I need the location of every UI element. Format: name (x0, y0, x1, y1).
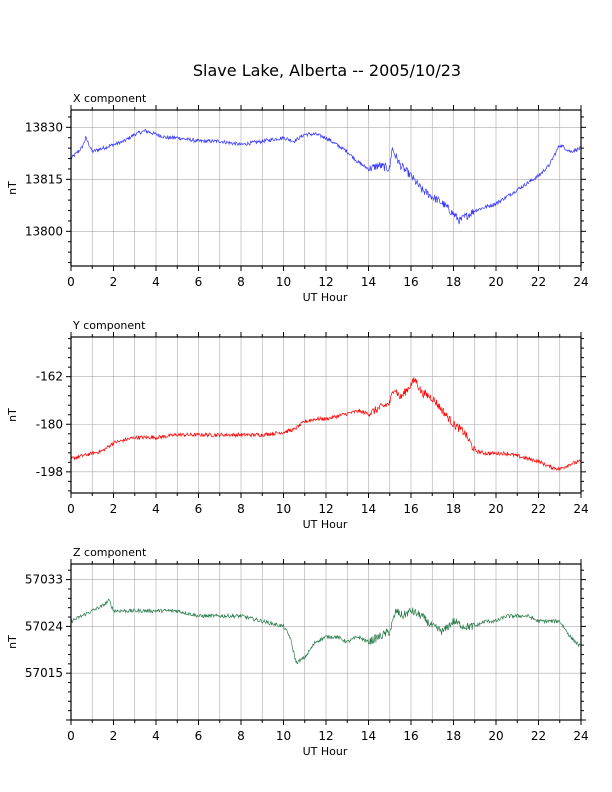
x-tick-label: 4 (152, 502, 160, 516)
x-axis-label: UT Hour (303, 291, 348, 304)
x-tick-label: 10 (276, 275, 291, 289)
y-axis-label: nT (6, 408, 19, 422)
x-tick-label: 14 (361, 502, 376, 516)
x-tick-label: 8 (237, 275, 245, 289)
y-tick-label: -162 (36, 370, 63, 384)
x-tick-label: 6 (195, 502, 203, 516)
x-tick-label: 20 (488, 502, 503, 516)
x-tick-label: 24 (573, 502, 588, 516)
x-tick-label: 6 (195, 729, 203, 743)
y-tick-label: 57015 (25, 666, 63, 680)
x-tick-label: 4 (152, 729, 160, 743)
x-tick-label: 12 (318, 275, 333, 289)
x-tick-label: 24 (573, 275, 588, 289)
x-tick-label: 24 (573, 729, 588, 743)
x-tick-label: 18 (446, 275, 461, 289)
y-tick-label: 57033 (25, 573, 63, 587)
x-tick-label: 0 (67, 729, 75, 743)
x-tick-label: 18 (446, 502, 461, 516)
panel-label: Z component (73, 546, 147, 559)
series-line (71, 598, 582, 665)
y-tick-label: -180 (36, 417, 63, 431)
x-tick-label: 22 (531, 502, 546, 516)
y-axis-label: nT (6, 181, 19, 195)
series-line (70, 377, 582, 472)
x-tick-label: 4 (152, 275, 160, 289)
x-tick-label: 0 (67, 275, 75, 289)
x-tick-label: 22 (531, 275, 546, 289)
y-tick-label: -198 (36, 465, 63, 479)
chart-title: Slave Lake, Alberta -- 2005/10/23 (193, 61, 461, 80)
x-tick-label: 20 (488, 729, 503, 743)
x-axis-label: UT Hour (303, 518, 348, 531)
series-line (70, 128, 582, 225)
x-tick-label: 12 (318, 502, 333, 516)
panel-label: X component (73, 92, 147, 105)
x-tick-label: 14 (361, 729, 376, 743)
x-tick-label: 16 (403, 275, 418, 289)
y-tick-label: 57024 (25, 619, 63, 633)
x-tick-label: 2 (110, 502, 118, 516)
x-tick-label: 6 (195, 275, 203, 289)
y-tick-label: 13800 (25, 224, 63, 238)
x-tick-label: 20 (488, 275, 503, 289)
x-tick-label: 8 (237, 729, 245, 743)
y-axis-label: nT (6, 635, 19, 649)
y-tick-label: 13830 (25, 120, 63, 134)
y-tick-label: 13815 (25, 172, 63, 186)
x-tick-label: 18 (446, 729, 461, 743)
x-tick-label: 10 (276, 729, 291, 743)
x-axis-label: UT Hour (303, 745, 348, 758)
x-tick-label: 16 (403, 729, 418, 743)
x-tick-label: 8 (237, 502, 245, 516)
x-tick-label: 22 (531, 729, 546, 743)
x-tick-label: 2 (110, 729, 118, 743)
panel-label: Y component (72, 319, 146, 332)
x-tick-label: 2 (110, 275, 118, 289)
x-tick-label: 10 (276, 502, 291, 516)
x-tick-label: 14 (361, 275, 376, 289)
x-tick-label: 0 (67, 502, 75, 516)
x-tick-label: 16 (403, 502, 418, 516)
x-tick-label: 12 (318, 729, 333, 743)
